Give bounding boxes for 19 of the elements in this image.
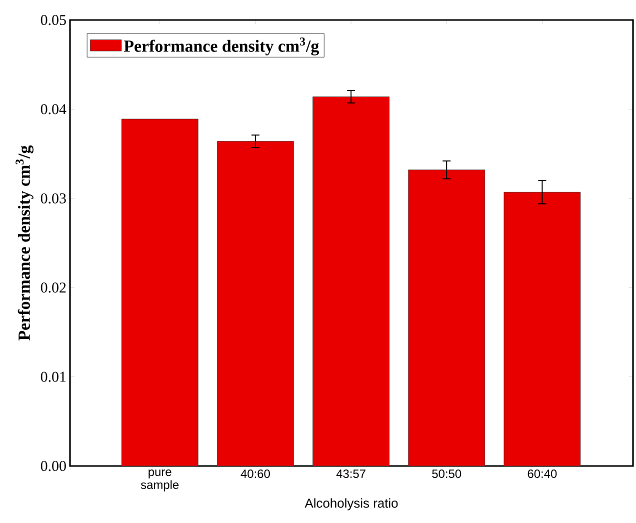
bar xyxy=(312,96,390,466)
bar xyxy=(408,170,486,466)
y-axis-title: Performance density cm$^{3}$/g xyxy=(16,145,34,340)
y-tick-label: 0.03 xyxy=(40,193,66,204)
bar xyxy=(504,192,581,466)
y-tick-label: 0.05 xyxy=(40,14,66,26)
x-tick-label: pure sample xyxy=(140,470,179,492)
y-tick-label: 0.02 xyxy=(40,282,66,293)
bar xyxy=(121,118,198,466)
x-axis-title: Alcoholysis ratio xyxy=(304,498,398,510)
x-tick-label: 43:57 xyxy=(336,470,366,478)
x-tick-label: 50:50 xyxy=(432,470,462,478)
y-tick-label: 0.00 xyxy=(40,460,66,472)
legend-label: Performance density cm$^{3}$/g xyxy=(124,38,319,56)
y-tick-label: 0.04 xyxy=(40,104,66,114)
y-tick-label: 0.01 xyxy=(40,372,66,382)
x-tick-label: 60:40 xyxy=(528,470,557,478)
x-tick-label: 40:60 xyxy=(240,470,270,478)
bar xyxy=(217,141,294,466)
